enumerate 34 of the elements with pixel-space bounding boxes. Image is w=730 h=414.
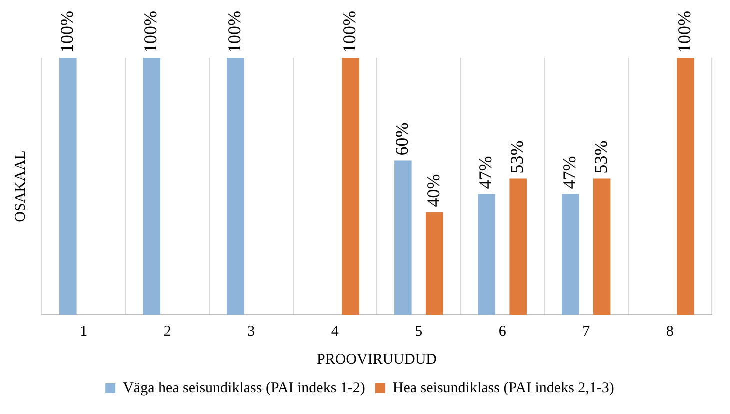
data-label: 100% <box>674 11 695 53</box>
data-label: 53% <box>507 140 528 174</box>
bar <box>342 58 360 315</box>
x-tick-label: 1 <box>80 324 88 340</box>
bar <box>394 160 412 315</box>
x-tick-label: 3 <box>248 324 256 340</box>
legend-label: Väga hea seisundiklass (PAI indeks 1-2) <box>123 380 366 396</box>
data-label: 53% <box>590 140 611 174</box>
x-tick-label: 5 <box>415 324 423 340</box>
legend-label: Hea seisundiklass (PAI indeks 2,1-3) <box>392 380 614 396</box>
x-tick-label: 2 <box>164 324 172 340</box>
data-label: 47% <box>559 156 580 190</box>
x-tick-label: 4 <box>331 324 340 340</box>
data-label: 100% <box>224 11 244 53</box>
data-label: 100% <box>56 11 77 53</box>
data-label: 60% <box>392 122 412 156</box>
bar <box>593 178 611 315</box>
x-tick-label: 8 <box>666 324 674 340</box>
bar <box>143 58 161 315</box>
y-axis-title: OSAKAAL <box>12 150 29 222</box>
x-tick-label: 6 <box>498 324 507 340</box>
bar <box>677 58 694 315</box>
bar <box>510 178 527 315</box>
data-label: 40% <box>423 174 444 208</box>
bar <box>478 194 496 315</box>
x-tick-label: 7 <box>582 324 591 340</box>
bar <box>227 58 244 315</box>
x-axis-title: PROOVIRUUDUD <box>316 352 438 368</box>
bar <box>562 194 580 315</box>
data-label: 100% <box>340 11 360 53</box>
bar <box>426 212 444 315</box>
data-label: 100% <box>140 11 161 53</box>
data-label: 47% <box>476 156 496 190</box>
bar <box>60 58 77 315</box>
